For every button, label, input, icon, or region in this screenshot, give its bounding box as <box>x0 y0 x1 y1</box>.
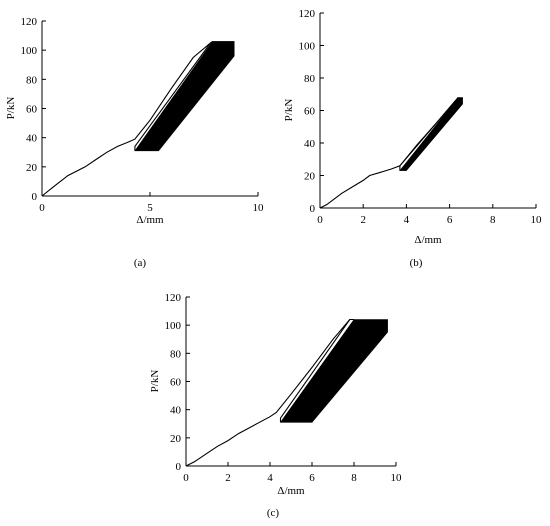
x-tick-label: 6 <box>309 472 315 484</box>
load-displacement-curve <box>41 42 211 197</box>
y-tick-label: 80 <box>26 74 38 86</box>
fatigue-cycle-band <box>279 319 388 423</box>
x-tick-label: 10 <box>253 202 265 214</box>
first-cycle-loop <box>134 40 213 151</box>
load-displacement-curve <box>185 319 351 467</box>
y-tick-label: 40 <box>304 138 316 150</box>
x-tick-label: 5 <box>147 202 153 214</box>
y-tick-label: 120 <box>165 292 182 304</box>
x-axis-title: Δ/mm <box>277 485 305 497</box>
first-cycle-loop <box>399 97 459 171</box>
x-tick-label: 6 <box>447 214 453 226</box>
y-tick-label: 0 <box>176 461 182 473</box>
y-tick-label: 40 <box>26 133 38 145</box>
y-tick-label: 60 <box>304 106 316 118</box>
x-tick-label: 10 <box>531 214 543 226</box>
y-tick-label: 100 <box>165 320 182 332</box>
y-tick-label: 20 <box>170 433 182 445</box>
x-tick-label: 4 <box>267 472 273 484</box>
panel-label-c: (c) <box>267 507 280 519</box>
fatigue-cycle-band <box>399 97 463 171</box>
x-tick-label: 0 <box>317 214 323 226</box>
y-tick-label: 0 <box>32 191 38 203</box>
first-cycle-loop <box>279 318 354 423</box>
y-tick-label: 120 <box>299 8 316 20</box>
y-axis-title: P/kN <box>5 97 17 120</box>
y-tick-label: 100 <box>299 41 316 53</box>
x-axis-title: Δ/mm <box>136 214 164 226</box>
y-axis-title: P/kN <box>283 99 295 122</box>
y-tick-label: 100 <box>21 45 38 57</box>
x-tick-label: 2 <box>360 214 366 226</box>
panel-label-a: (a) <box>134 257 147 269</box>
x-tick-label: 8 <box>351 472 357 484</box>
y-tick-label: 20 <box>304 171 316 183</box>
x-tick-label: 10 <box>391 472 403 484</box>
fatigue-cycle-band <box>134 41 235 152</box>
x-tick-label: 0 <box>39 202 45 214</box>
x-axis-title: Δ/mm <box>414 234 442 246</box>
load-displacement-curve <box>319 97 459 209</box>
y-tick-label: 120 <box>21 16 38 28</box>
y-tick-label: 60 <box>170 377 182 389</box>
y-tick-label: 80 <box>170 348 182 360</box>
y-tick-label: 80 <box>304 73 316 85</box>
y-tick-label: 60 <box>26 104 38 116</box>
x-tick-label: 2 <box>225 472 231 484</box>
x-tick-label: 0 <box>183 472 189 484</box>
panel-label-b: (b) <box>410 257 423 269</box>
y-tick-label: 40 <box>170 405 182 417</box>
x-tick-label: 8 <box>490 214 496 226</box>
y-tick-label: 0 <box>310 203 316 215</box>
y-tick-label: 20 <box>26 162 38 174</box>
x-tick-label: 4 <box>404 214 410 226</box>
y-axis-title: P/kN <box>149 370 161 393</box>
